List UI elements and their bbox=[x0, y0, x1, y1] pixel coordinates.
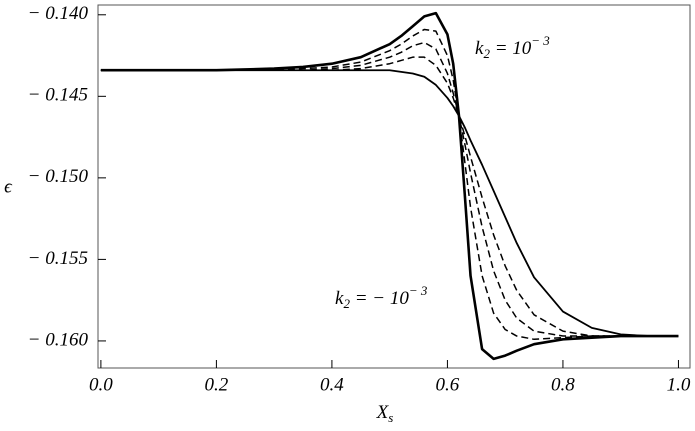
y-tick-label: − 0.140 bbox=[28, 3, 89, 24]
x-axis-label-sub: s bbox=[388, 410, 393, 425]
annotation-sub: 2 bbox=[343, 296, 350, 311]
annotation-sub: 2 bbox=[483, 46, 490, 61]
x-tick-label: 0.8 bbox=[551, 374, 575, 395]
annotation-base: k bbox=[475, 38, 484, 59]
annotation-mid: = − 10 bbox=[350, 288, 409, 309]
y-tick-label: − 0.155 bbox=[28, 248, 88, 269]
x-tick-label: 0.6 bbox=[436, 374, 460, 395]
x-tick-label: 0.4 bbox=[320, 374, 344, 395]
plot-frame bbox=[97, 4, 691, 369]
x-tick-label: 0.0 bbox=[89, 374, 113, 395]
x-axis-label-base: X bbox=[376, 402, 390, 423]
data-line bbox=[100, 11, 679, 361]
y-tick-label: − 0.150 bbox=[28, 166, 89, 187]
annotation: k2 = 10− 3 bbox=[475, 33, 550, 61]
annotation-sup: − 3 bbox=[409, 283, 428, 298]
y-tick-label: − 0.160 bbox=[28, 329, 89, 350]
annotation-base: k bbox=[335, 288, 344, 309]
x-axis-label: Xs bbox=[376, 402, 394, 425]
annotation: k2 = − 10− 3 bbox=[335, 283, 428, 311]
x-tick-label: 0.2 bbox=[205, 374, 229, 395]
y-axis-label: ϵ bbox=[4, 176, 13, 197]
x-tick-label: 1.0 bbox=[667, 374, 691, 395]
data-line bbox=[100, 28, 679, 341]
y-tick-label: − 0.145 bbox=[28, 85, 88, 106]
annotation-sup: − 3 bbox=[531, 33, 550, 48]
data-line bbox=[100, 69, 679, 337]
annotation-mid: = 10 bbox=[490, 38, 532, 59]
